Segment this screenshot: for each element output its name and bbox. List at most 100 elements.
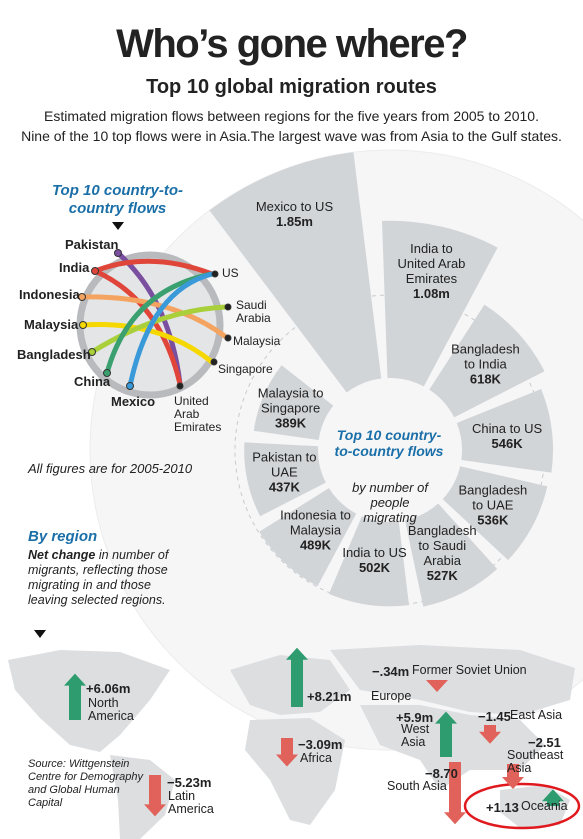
wedge	[382, 220, 498, 387]
map-africa	[245, 718, 345, 825]
region-description: Net change in number of migrants, reflec…	[28, 548, 180, 608]
region-name: Oceania	[521, 799, 568, 813]
region-value: +8.21m	[307, 689, 352, 704]
region-arrow	[144, 775, 166, 817]
flow-node	[210, 358, 218, 366]
region-value: −2.51	[528, 735, 561, 750]
flow-node	[211, 270, 219, 278]
flow-node	[91, 267, 99, 275]
origin-label: Bangladesh	[17, 347, 91, 362]
value-label: 502K	[358, 560, 391, 576]
flow-link	[92, 258, 215, 277]
category-label: Bangladesh to India	[451, 341, 520, 372]
title: Who’s gone where?	[116, 22, 468, 66]
radial-chart	[209, 152, 553, 607]
origin-label: Indonesia	[19, 287, 80, 302]
flow-node	[176, 382, 184, 390]
flow-title: Top 10 country-to-country flows	[51, 182, 184, 217]
pointer-triangle	[34, 630, 46, 638]
map-asia-south	[360, 705, 545, 790]
value-label: 536K	[477, 512, 509, 528]
region-name: Africa	[300, 751, 332, 765]
flow-link	[127, 271, 215, 389]
wedge	[404, 503, 498, 607]
wedge-label: China to US 546K	[468, 421, 546, 451]
region-value: −3.09m	[298, 737, 343, 752]
wedge-label: Indonesia to Malaysia 489K	[277, 507, 355, 552]
category-label: Mexico to US	[255, 198, 334, 214]
flow-node	[103, 369, 111, 377]
intro-line: Estimated migration flows between region…	[44, 108, 539, 124]
note: All figures are for 2005-2010	[28, 461, 193, 476]
wedge	[253, 365, 334, 440]
wedge	[442, 466, 548, 561]
category-label: Bangladesh to UAE	[458, 482, 528, 513]
value-label: 1.08m	[413, 285, 450, 301]
source: Source: Wittgenstein Centre for Demograp…	[28, 758, 143, 809]
region-arrow	[426, 680, 448, 693]
region-value: +5.9m	[396, 710, 434, 725]
wedge	[429, 304, 545, 418]
flow-node	[79, 321, 87, 329]
region-value: −8.70	[425, 766, 458, 781]
wedge	[259, 488, 357, 587]
category-label: China to US	[472, 420, 543, 436]
flow-node	[78, 293, 86, 301]
subtitle: Top 10 global migration routes	[146, 76, 437, 98]
region-name: Southeast Asia	[507, 748, 564, 775]
origin-label: Pakistan	[65, 237, 119, 252]
origin-label: Malaysia	[24, 317, 79, 332]
wedge	[456, 388, 553, 473]
flow-node	[126, 382, 134, 390]
intro-line: Nine of the 10 top flows were in Asia.Th…	[21, 128, 562, 144]
region-name: North America	[88, 696, 134, 723]
wedge-label: Bangladesh to Saudi Arabia 527K	[403, 523, 481, 583]
flow-link	[89, 304, 229, 355]
region-name: Latin America	[168, 789, 214, 816]
region-arrow	[286, 647, 308, 707]
wedge-label: India to US 502K	[336, 545, 414, 575]
radial-title: Top 10 country-to-country flows	[334, 427, 444, 459]
region-arrows	[64, 647, 564, 825]
category-label: Indonesia to Malaysia	[280, 507, 351, 538]
region-name: South Asia	[387, 779, 447, 793]
region-name: East Asia	[510, 708, 563, 722]
map-europe	[230, 655, 350, 715]
wedge	[209, 152, 382, 393]
flow-node	[114, 249, 122, 257]
wedge-label: Bangladesh to India 618K	[446, 342, 524, 387]
flow-link	[92, 268, 183, 387]
wedge-label: India to United Arab Emirates 1.08m	[392, 241, 470, 301]
value-label: 618K	[469, 371, 501, 387]
origin-label: India	[59, 260, 90, 275]
origin-label: China	[74, 374, 111, 389]
wedge-label: Mexico to US 1.85m	[255, 199, 333, 229]
wedge-label: Bangladesh to UAE 536K	[454, 482, 532, 527]
destination-label: Malaysia	[233, 334, 281, 348]
region-value: −.34m	[372, 664, 410, 679]
region-name: West Asia	[401, 722, 430, 749]
region-name: Former Soviet Union	[412, 663, 527, 677]
region-arrow	[502, 764, 524, 790]
destination-label: Saudi Arabia	[236, 298, 271, 325]
category-label: Bangladesh to Saudi Arabia	[407, 522, 477, 568]
value-label: 546K	[491, 435, 523, 451]
flow-nodes	[78, 249, 232, 390]
pointer-triangle	[112, 222, 124, 230]
region-arrow	[444, 762, 466, 825]
wedge	[328, 516, 410, 607]
flow-node	[224, 303, 232, 311]
wedge	[244, 442, 326, 517]
value-label: 489K	[299, 537, 332, 553]
value-label: 389K	[275, 415, 307, 431]
destination-label: Singapore	[218, 362, 273, 376]
flow-links	[79, 250, 229, 389]
region-value: −5.23m	[167, 775, 212, 790]
region-value: −1.45	[478, 709, 511, 724]
flow-node	[88, 348, 96, 356]
region-name: Europe	[371, 689, 412, 703]
value-label: 437K	[268, 479, 300, 495]
region-title: By region	[28, 528, 98, 545]
